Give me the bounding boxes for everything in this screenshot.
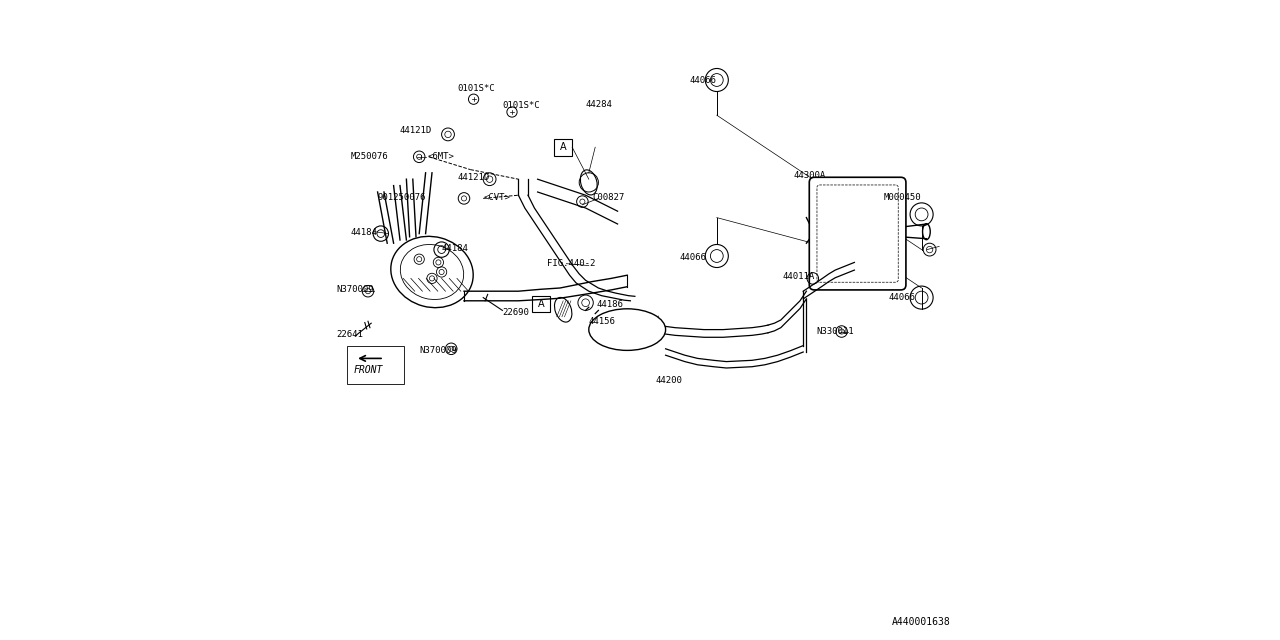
Text: 44156: 44156 — [589, 317, 616, 326]
Text: 44186: 44186 — [596, 300, 623, 308]
Ellipse shape — [589, 309, 666, 351]
Text: 44066: 44066 — [680, 253, 707, 262]
Text: <CVT>: <CVT> — [484, 193, 509, 202]
Text: N370009: N370009 — [420, 346, 457, 355]
Text: 0101S*C: 0101S*C — [502, 101, 540, 110]
Text: FRONT: FRONT — [353, 365, 383, 375]
Text: M000450: M000450 — [883, 193, 920, 202]
Text: 44011A: 44011A — [782, 272, 814, 281]
Text: A: A — [538, 299, 544, 309]
Text: 44066: 44066 — [690, 76, 717, 84]
Text: 22641: 22641 — [335, 330, 362, 339]
Text: 44184: 44184 — [351, 228, 378, 237]
Text: <6MT>: <6MT> — [428, 152, 454, 161]
Text: 44300A: 44300A — [794, 171, 826, 180]
Text: 44184: 44184 — [442, 244, 468, 253]
Text: A440001638: A440001638 — [892, 617, 950, 627]
Text: N330011: N330011 — [817, 327, 854, 336]
Text: 44066: 44066 — [888, 293, 915, 302]
Text: A: A — [559, 142, 567, 152]
Text: 22690: 22690 — [502, 308, 529, 317]
Text: 44200: 44200 — [657, 376, 682, 385]
Text: 44284: 44284 — [585, 100, 612, 109]
Text: 901250076: 901250076 — [378, 193, 426, 202]
Text: C00827: C00827 — [591, 193, 625, 202]
Text: 0101S*C: 0101S*C — [458, 84, 495, 93]
Text: 44121D: 44121D — [458, 173, 490, 182]
Text: M250076: M250076 — [351, 152, 388, 161]
Text: 44121D: 44121D — [399, 126, 433, 135]
FancyBboxPatch shape — [809, 177, 906, 290]
Text: N370009: N370009 — [335, 285, 374, 294]
Text: FIG.440-2: FIG.440-2 — [548, 259, 595, 268]
